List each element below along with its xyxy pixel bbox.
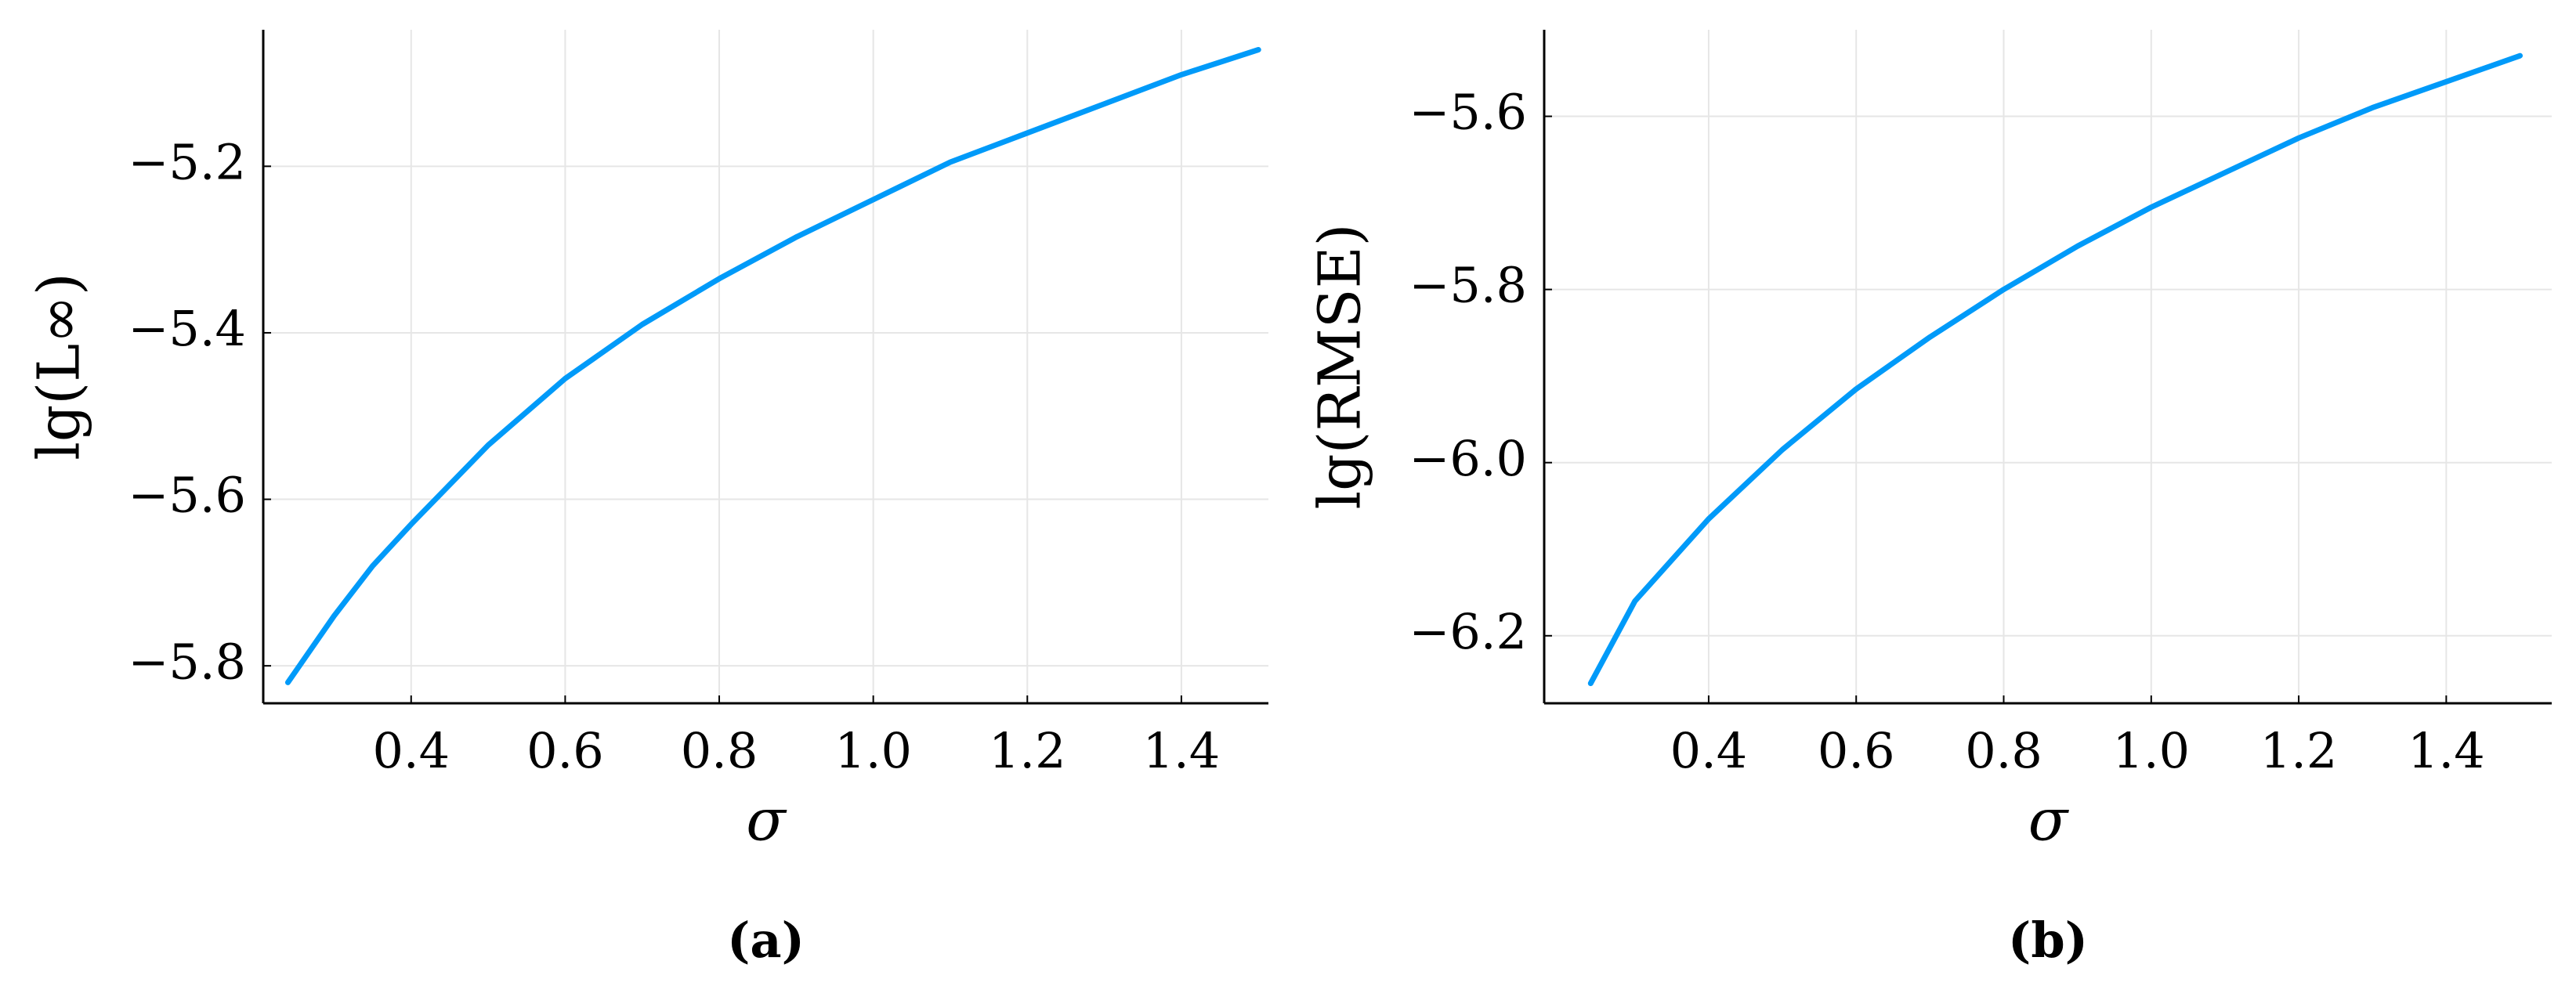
- x-tick-label: 1.4: [2408, 722, 2485, 779]
- caption: (b): [2008, 912, 2088, 969]
- y-axis-label: lg(L∞): [25, 273, 92, 460]
- x-tick-label: 0.6: [1818, 722, 1895, 779]
- x-axis-label: σ: [2028, 786, 2070, 854]
- x-tick-label: 1.0: [2112, 722, 2190, 779]
- y-tick-label: −6.0: [1409, 430, 1527, 487]
- y-axis-label: lg(RMSE): [1306, 224, 1373, 510]
- y-tick-label: −5.4: [128, 300, 246, 357]
- line: [1587, 52, 2524, 687]
- line: [284, 47, 1261, 685]
- y-tick-label: −5.6: [1409, 84, 1527, 141]
- x-tick-label: 1.4: [1143, 722, 1221, 779]
- y-tick-label: −5.8: [128, 633, 246, 690]
- x-tick-label: 0.4: [1670, 722, 1748, 779]
- x-tick-label: 0.6: [526, 722, 604, 779]
- x-tick-label: 1.2: [989, 722, 1066, 779]
- y-tick-label: −5.8: [1409, 257, 1527, 314]
- y-tick-label: −5.6: [128, 467, 246, 524]
- y-tick-label: −6.2: [1409, 603, 1527, 660]
- caption: (a): [727, 912, 805, 969]
- y-tick-label: −5.2: [128, 133, 246, 190]
- x-axis-label: σ: [746, 786, 787, 854]
- x-tick-label: 0.4: [372, 722, 450, 779]
- x-tick-label: 1.2: [2260, 722, 2338, 779]
- x-tick-label: 0.8: [681, 722, 758, 779]
- x-tick-label: 0.8: [1965, 722, 2042, 779]
- x-tick-label: 1.0: [834, 722, 912, 779]
